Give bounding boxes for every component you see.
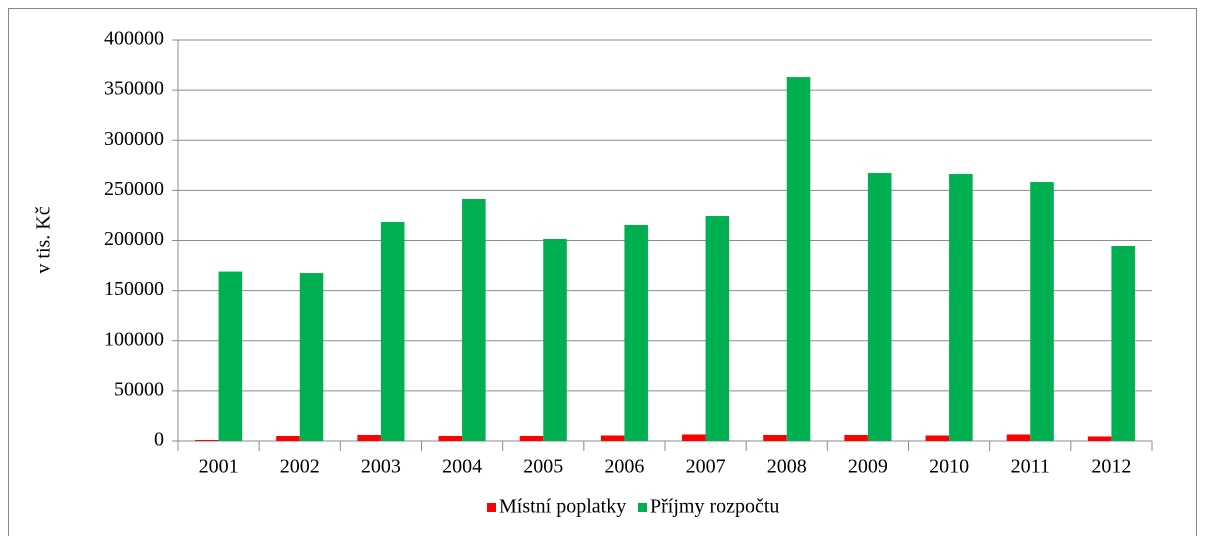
bar xyxy=(844,434,868,441)
bar xyxy=(195,439,219,441)
bar xyxy=(380,221,405,441)
legend-swatch xyxy=(638,503,647,512)
y-axis-label: v tis. Kč xyxy=(33,206,55,273)
bar xyxy=(949,174,973,442)
bar xyxy=(1087,436,1112,441)
y-tick-label: 300000 xyxy=(104,128,164,150)
y-tick-label: 200000 xyxy=(104,228,164,250)
bar xyxy=(299,273,324,441)
bar xyxy=(1111,246,1135,441)
bar xyxy=(1030,182,1054,441)
x-tick-label: 2012 xyxy=(1091,456,1131,478)
bar xyxy=(218,271,243,441)
bar xyxy=(438,435,463,441)
bar xyxy=(786,77,811,441)
y-tick-label: 50000 xyxy=(114,378,164,400)
bar xyxy=(624,224,648,441)
y-tick-label: 250000 xyxy=(104,178,164,200)
x-tick-label: 2008 xyxy=(767,456,807,478)
bar xyxy=(519,435,544,441)
x-tick-label: 2002 xyxy=(280,456,320,478)
y-tick-label: 350000 xyxy=(104,78,164,100)
y-tick-label: 150000 xyxy=(104,278,164,300)
bar xyxy=(462,198,486,441)
x-tick-label: 2009 xyxy=(848,456,888,478)
x-tick-label: 2007 xyxy=(686,456,726,478)
bar xyxy=(925,435,950,441)
legend-label: Příjmy rozpočtu xyxy=(650,496,779,518)
bar xyxy=(763,434,787,441)
bar xyxy=(357,434,381,441)
bar xyxy=(682,434,706,441)
x-tick-label: 2001 xyxy=(199,456,239,478)
bar xyxy=(867,173,892,442)
chart-border xyxy=(8,8,1197,536)
bar xyxy=(543,238,567,441)
x-tick-label: 2003 xyxy=(361,456,401,478)
bar xyxy=(1006,434,1031,441)
legend-label: Místní poplatky xyxy=(499,496,626,518)
bar xyxy=(705,216,730,441)
x-tick-label: 2010 xyxy=(929,456,969,478)
y-tick-label: 0 xyxy=(154,429,164,451)
x-tick-label: 2006 xyxy=(604,456,644,478)
bar xyxy=(276,435,300,441)
legend-swatch xyxy=(487,503,496,512)
y-tick-label: 400000 xyxy=(104,28,164,50)
y-tick-label: 100000 xyxy=(104,328,164,350)
x-tick-label: 2004 xyxy=(442,456,482,478)
x-tick-label: 2011 xyxy=(1011,456,1050,478)
x-tick-label: 2005 xyxy=(523,456,563,478)
bar xyxy=(600,435,625,441)
